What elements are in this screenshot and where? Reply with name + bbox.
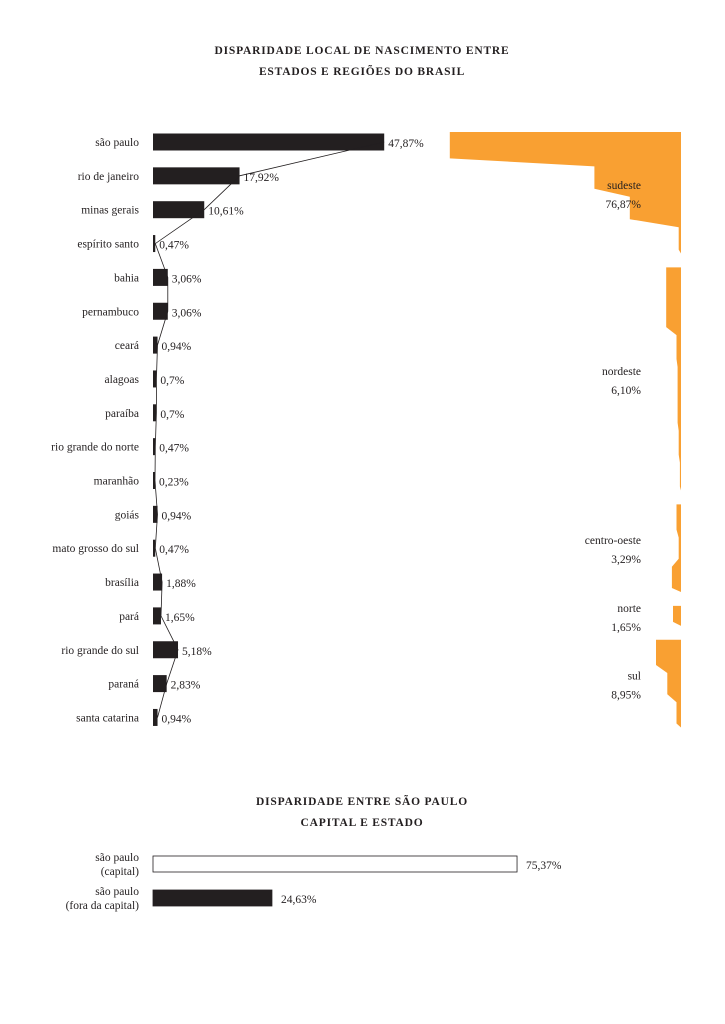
chart-title-line: ESTADOS E REGIÕES DO BRASIL bbox=[259, 64, 465, 78]
category-label: rio de janeiro bbox=[78, 171, 140, 183]
value-label: 24,63% bbox=[281, 894, 317, 906]
category-label: são paulo bbox=[95, 852, 139, 864]
value-label: 47,87% bbox=[388, 138, 424, 150]
category-label: (fora da capital) bbox=[66, 900, 140, 912]
value-label: 2,83% bbox=[171, 680, 201, 692]
bar bbox=[152, 855, 518, 873]
value-label: 3,06% bbox=[172, 273, 202, 285]
bar bbox=[153, 268, 168, 286]
bar bbox=[153, 133, 385, 151]
chart-title-line: CAPITAL E ESTADO bbox=[301, 817, 424, 829]
category-label: bahia bbox=[114, 272, 139, 284]
bar bbox=[153, 641, 179, 659]
region-name: sul bbox=[628, 671, 641, 683]
category-label: maranhão bbox=[94, 476, 140, 488]
value-label: 0,94% bbox=[162, 510, 192, 522]
value-label: 5,18% bbox=[182, 646, 212, 658]
bar bbox=[153, 573, 163, 591]
region-value: 3,29% bbox=[611, 554, 641, 566]
region-shape bbox=[449, 132, 681, 254]
category-label: rio grande do sul bbox=[61, 645, 139, 657]
value-label: 0,47% bbox=[159, 544, 189, 556]
category-label: goiás bbox=[115, 509, 140, 521]
value-label: 0,7% bbox=[160, 375, 184, 387]
value-label: 10,61% bbox=[208, 206, 244, 218]
category-label: ceará bbox=[115, 340, 139, 352]
category-label: brasília bbox=[105, 577, 139, 589]
category-label: paraná bbox=[108, 679, 139, 691]
category-label: espírito santo bbox=[77, 239, 139, 251]
region-value: 6,10% bbox=[611, 385, 641, 397]
category-label: (capital) bbox=[101, 866, 139, 878]
bar bbox=[153, 302, 168, 320]
region-value: 1,65% bbox=[611, 622, 641, 634]
bar bbox=[153, 438, 156, 456]
bar bbox=[153, 607, 161, 625]
category-label: minas gerais bbox=[81, 205, 139, 217]
category-label: são paulo bbox=[95, 886, 139, 898]
region-shape bbox=[656, 639, 681, 728]
region-name: norte bbox=[617, 603, 641, 615]
category-label: rio grande do norte bbox=[51, 442, 139, 454]
value-label: 0,94% bbox=[162, 713, 192, 725]
bar bbox=[153, 505, 158, 523]
chart-title-line: DISPARIDADE LOCAL DE NASCIMENTO ENTRE bbox=[215, 45, 510, 57]
category-label: são paulo bbox=[95, 137, 139, 149]
region-shape bbox=[671, 504, 681, 593]
region-shape bbox=[666, 267, 681, 491]
value-label: 0,94% bbox=[162, 341, 192, 353]
chart-title-line: DISPARIDADE ENTRE SÃO PAULO bbox=[256, 794, 468, 808]
value-label: 0,7% bbox=[160, 409, 184, 421]
value-label: 75,37% bbox=[526, 860, 562, 872]
value-label: 0,47% bbox=[159, 443, 189, 455]
bar bbox=[153, 167, 240, 185]
category-label: mato grosso do sul bbox=[52, 543, 139, 555]
category-label: paraíba bbox=[105, 408, 139, 420]
category-label: alagoas bbox=[105, 374, 140, 386]
category-label: pará bbox=[119, 611, 139, 623]
bar bbox=[153, 472, 155, 489]
value-label: 1,65% bbox=[165, 612, 195, 624]
category-label: santa catarina bbox=[76, 712, 139, 724]
bar bbox=[153, 675, 167, 693]
value-label: 0,23% bbox=[159, 477, 189, 489]
value-label: 0,47% bbox=[159, 240, 189, 252]
category-label: pernambuco bbox=[82, 306, 139, 318]
region-value: 8,95% bbox=[611, 690, 641, 702]
value-label: 1,88% bbox=[166, 578, 196, 590]
bar bbox=[152, 889, 273, 907]
bar bbox=[153, 370, 157, 388]
region-value: 76,87% bbox=[606, 199, 642, 211]
bar bbox=[153, 336, 158, 354]
bar bbox=[153, 404, 157, 422]
bar bbox=[153, 201, 205, 219]
bar bbox=[153, 235, 156, 253]
value-label: 17,92% bbox=[244, 172, 280, 184]
region-shape bbox=[673, 605, 681, 626]
region-name: sudeste bbox=[607, 180, 641, 192]
value-label: 3,06% bbox=[172, 307, 202, 319]
connector-line bbox=[154, 141, 385, 718]
bar bbox=[153, 539, 156, 557]
bar bbox=[153, 708, 158, 726]
region-name: centro-oeste bbox=[585, 535, 641, 547]
region-name: nordeste bbox=[602, 366, 641, 378]
